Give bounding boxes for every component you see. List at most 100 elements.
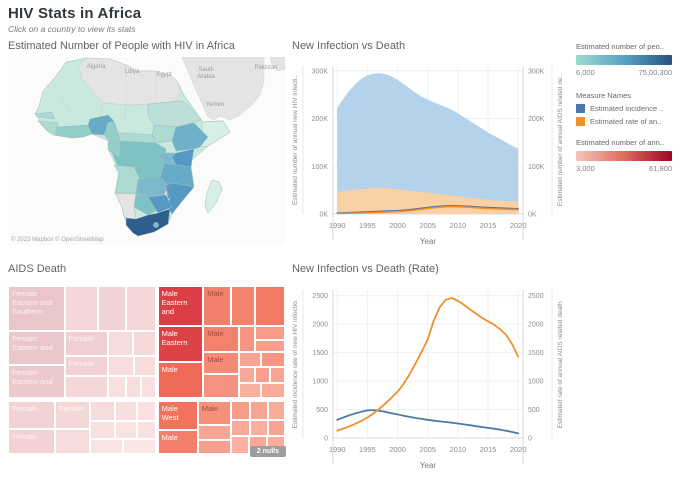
- treemap-cell[interactable]: [230, 436, 249, 454]
- treemap-cell[interactable]: [197, 424, 231, 440]
- treemap-cell[interactable]: Female: [8, 401, 56, 429]
- deaths-legend-title: Estimated number of ann..: [576, 138, 664, 147]
- treemap-cell[interactable]: Female Eastern and Southern: [8, 286, 65, 332]
- svg-text:1500: 1500: [528, 350, 544, 357]
- country-zimbabwe[interactable]: [147, 194, 173, 214]
- svg-text:2000: 2000: [528, 322, 544, 329]
- treemap-cell[interactable]: [64, 375, 108, 398]
- treemap-cell[interactable]: [114, 421, 137, 439]
- country-lesotho[interactable]: [153, 222, 159, 228]
- deaths-color-gradient[interactable]: [576, 151, 672, 161]
- treemap-cell[interactable]: Male: [203, 351, 240, 375]
- treemap-cell[interactable]: [261, 382, 285, 398]
- country-ghana-cote-divoire[interactable]: [55, 124, 93, 139]
- treemap-cell[interactable]: Female Eastern and: [8, 364, 65, 398]
- africa-map-svg[interactable]: Algeria Libya Egypt Saudi Arabia Yemen Pakista…: [8, 57, 285, 245]
- treemap-cell[interactable]: Male: [197, 401, 231, 425]
- svg-text:200K: 200K: [528, 116, 545, 123]
- treemap-cell[interactable]: Female: [64, 355, 108, 376]
- new-infection-vs-death-rate-chart[interactable]: 0 0 500 500 1000 1000 1500 1500 2000 2000 2500 2500…: [289, 274, 571, 479]
- hiv-color-gradient[interactable]: [576, 55, 672, 65]
- country-zambia[interactable]: [135, 176, 169, 198]
- legend-column: Estimated number of peo.. 6,000 75,00,30…: [576, 42, 678, 173]
- country-south-africa[interactable]: [125, 208, 171, 237]
- treemap-cell[interactable]: [136, 401, 157, 422]
- treemap-cell[interactable]: [239, 351, 262, 367]
- treemap-cell[interactable]: [89, 401, 115, 422]
- treemap-cell[interactable]: [107, 355, 135, 376]
- treemap-cell[interactable]: Male: [203, 286, 231, 327]
- legend-item-rate[interactable]: Estimated rate of an..: [576, 117, 678, 126]
- treemap-cell[interactable]: Male Eastern: [157, 326, 204, 363]
- svg-text:Yemen: Yemen: [206, 102, 224, 108]
- svg-text:2010: 2010: [450, 221, 467, 230]
- svg-text:Algeria: Algeria: [87, 64, 106, 70]
- treemap-cell[interactable]: [239, 326, 255, 352]
- treemap-cell[interactable]: [254, 286, 285, 327]
- treemap-cell[interactable]: [230, 286, 255, 327]
- treemap-cell[interactable]: Male: [157, 362, 204, 398]
- country-borders: [51, 65, 157, 122]
- treemap-cell[interactable]: [98, 286, 126, 332]
- treemap-cell[interactable]: [197, 439, 231, 454]
- country-arabia: [181, 57, 265, 121]
- svg-text:500: 500: [528, 407, 540, 414]
- country-senegal[interactable]: [34, 111, 55, 120]
- treemap-cell[interactable]: [250, 419, 269, 437]
- svg-text:0: 0: [324, 436, 328, 443]
- new-infection-vs-death-chart[interactable]: 0K 0K 100K 100K 200K 200K 300K 300K 1990 1995 2000…: [289, 50, 571, 255]
- treemap-cell[interactable]: [239, 366, 255, 383]
- svg-text:Pakistan: Pakistan: [254, 65, 277, 71]
- treemap-cell[interactable]: [239, 382, 262, 398]
- treemap-cell[interactable]: Male West: [157, 401, 198, 430]
- treemap-cell[interactable]: [55, 428, 90, 454]
- treemap-cell[interactable]: [203, 374, 240, 398]
- treemap-cell[interactable]: Female: [64, 331, 108, 356]
- treemap-cell[interactable]: [268, 401, 285, 420]
- treemap-cell[interactable]: [107, 375, 126, 398]
- treemap-cell[interactable]: [230, 419, 251, 437]
- svg-text:1995: 1995: [359, 221, 376, 230]
- treemap-cell[interactable]: [268, 419, 285, 437]
- treemap-cell[interactable]: [250, 401, 269, 420]
- treemap-cell[interactable]: [140, 375, 157, 398]
- treemap-cell[interactable]: Female: [55, 401, 90, 429]
- treemap-cell[interactable]: [269, 366, 285, 383]
- treemap-cells[interactable]: Female Eastern and Southern Female Easter…: [8, 286, 285, 454]
- treemap-cell[interactable]: [134, 355, 157, 376]
- treemap-cell[interactable]: [114, 401, 137, 422]
- treemap-cell[interactable]: [107, 331, 133, 356]
- country-somalia[interactable]: [199, 120, 231, 148]
- treemap-cell[interactable]: [132, 331, 157, 356]
- treemap-cell[interactable]: [136, 421, 157, 439]
- country-south-sudan[interactable]: [151, 124, 177, 144]
- svg-text:Year: Year: [420, 461, 437, 470]
- treemap-cell[interactable]: Female: [8, 428, 56, 454]
- treemap-cell[interactable]: [254, 339, 285, 352]
- treemap-cell[interactable]: [122, 438, 157, 454]
- legend-item-incidence[interactable]: Estimated incidence ..: [576, 104, 678, 113]
- treemap-cell[interactable]: [125, 286, 157, 332]
- treemap-cell[interactable]: Male: [203, 326, 240, 352]
- treemap-cell[interactable]: [254, 366, 270, 383]
- treemap-cell[interactable]: [64, 286, 99, 332]
- treemap-cell[interactable]: [89, 421, 115, 439]
- treemap-cell[interactable]: Male: [157, 429, 198, 454]
- treemap-cell[interactable]: Male Eastern and: [157, 286, 204, 327]
- africa-choropleth-map[interactable]: Algeria Libya Egypt Saudi Arabia Yemen Pakista…: [8, 57, 285, 245]
- country-madagascar[interactable]: [204, 179, 223, 214]
- null-indicator[interactable]: 2 nulls: [249, 446, 286, 457]
- treemap-cell[interactable]: [89, 438, 123, 454]
- svg-text:300K: 300K: [528, 68, 545, 75]
- treemap-cell[interactable]: Female Eastern and: [8, 331, 65, 365]
- country-sudan[interactable]: [147, 100, 202, 128]
- page-subtitle: Click on a country to view its stats: [8, 24, 136, 34]
- treemap-cell[interactable]: [254, 326, 285, 340]
- svg-text:1000: 1000: [528, 379, 544, 386]
- svg-text:2010: 2010: [450, 445, 467, 454]
- treemap-cell[interactable]: [261, 351, 285, 367]
- map-attribution: © 2023 Mapbox © OpenStreetMap: [11, 237, 104, 243]
- treemap-cell[interactable]: [230, 401, 251, 420]
- treemap-cell[interactable]: [125, 375, 141, 398]
- aids-death-treemap[interactable]: Female Eastern and Southern Female Easter…: [8, 286, 286, 457]
